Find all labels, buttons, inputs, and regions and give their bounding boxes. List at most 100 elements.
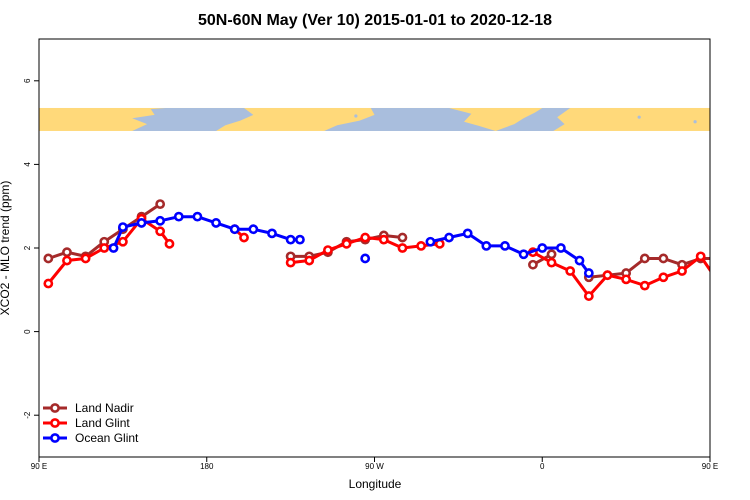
map-band-lake-1 (369, 120, 373, 124)
series-1-point-0-3 (99, 243, 110, 253)
series-2-point-0-9 (267, 228, 277, 239)
series-2-point-2-0 (425, 236, 436, 247)
series-1-point-2-6 (397, 243, 408, 253)
series-1-point-0-7 (164, 238, 175, 249)
y-tick-label-4: 6 (23, 78, 32, 83)
series-2-point-0-0 (108, 243, 119, 253)
series-0-point-0-0 (43, 253, 54, 264)
series-1-point-0-2 (80, 253, 91, 264)
y-axis: -2 0 2 4 6 (23, 78, 39, 419)
series-1-point-3-8 (677, 266, 687, 276)
series-2 (108, 211, 594, 278)
series-1-point-3-7 (658, 272, 669, 283)
y-tick-label-2: 2 (23, 245, 32, 250)
series-2-point-0-2 (136, 218, 147, 228)
legend-marker-0 (50, 403, 60, 413)
series-0-point-2-0 (528, 259, 538, 270)
map-band-ocean-0 (132, 108, 254, 131)
series-1-point-2-5 (378, 234, 389, 245)
x-axis-label: Longitude (349, 477, 402, 491)
map-band-lake-3 (693, 120, 697, 124)
map-band-ocean-1 (324, 108, 496, 131)
series-1-point-0-0 (43, 278, 54, 289)
series-1-point-3-6 (639, 280, 650, 291)
x-tick-label-2: 90 W (365, 462, 384, 471)
series-2-point-2-1 (444, 232, 454, 243)
series-1-point-1-1 (239, 232, 249, 243)
legend-label-2: Ocean Glint (75, 431, 139, 445)
legend-marker-1 (50, 418, 60, 428)
series-0-point-0-1 (62, 247, 72, 258)
map-band-lake-2 (447, 117, 451, 122)
series-1-point-2-2 (323, 245, 333, 255)
series-2-point-0-8 (248, 224, 259, 235)
series-2-point-1-0 (360, 253, 371, 264)
series-2-point-2-7 (555, 243, 566, 253)
series-1-point-3-11 (734, 257, 741, 264)
series-2-point-0-3 (155, 215, 166, 226)
series-2-point-2-6 (537, 243, 548, 253)
series-layer (43, 199, 741, 301)
series-1-point-3-3 (583, 291, 594, 301)
series-2-point-0-10 (285, 234, 296, 245)
y-tick-label-0: -2 (23, 411, 32, 419)
series-1-point-3-10 (716, 280, 723, 287)
map-band (39, 107, 710, 131)
x-axis: 90 E 180 90 W 0 90 E (31, 457, 718, 471)
series-1-point-0-1 (62, 255, 72, 266)
y-tick-label-1: 0 (23, 329, 32, 334)
plot-frame (38, 38, 711, 458)
x-tick-label-1: 180 (200, 462, 214, 471)
x-tick-label-4: 90 E (702, 462, 718, 471)
series-1-line-3 (532, 250, 710, 298)
series-0-point-3-7 (716, 255, 723, 262)
series-2-point-2-4 (500, 241, 510, 251)
series-2-point-2-2 (462, 228, 473, 239)
series-2-point-0-1 (117, 222, 128, 232)
map-band-ocean-2 (495, 108, 571, 131)
series-0-point-3-8 (734, 249, 741, 256)
x-tick-label-3: 0 (540, 462, 545, 471)
series-0-point-3-4 (658, 253, 669, 264)
series-0-point-2-1 (546, 249, 557, 260)
series-1-point-0-6 (155, 226, 166, 237)
series-1-point-3-4 (602, 270, 613, 281)
series-1-point-2-4 (360, 232, 371, 243)
series-1-point-0-4 (117, 236, 128, 247)
series-2-point-0-4 (173, 211, 184, 222)
x-tick-label-0: 90 E (31, 462, 47, 471)
series-0-line-3 (588, 257, 710, 279)
series-0-point-0-6 (155, 199, 166, 210)
series-1-point-2-1 (304, 255, 315, 266)
series-0-point-1-6 (397, 232, 408, 243)
chart-title: 50N-60N May (Ver 10) 2015-01-01 to 2020-… (198, 12, 552, 29)
series-2-point-0-11 (295, 234, 305, 245)
map-band-lake-5 (234, 114, 239, 118)
series-1-point-3-2 (565, 266, 576, 276)
series-0-point-3-3 (639, 253, 650, 264)
series-2-point-2-8 (574, 255, 585, 266)
legend-label-1: Land Glint (75, 416, 130, 430)
series-1-point-3-9 (695, 251, 706, 262)
y-tick-label-3: 4 (23, 162, 32, 167)
series-1-point-2-0 (285, 257, 296, 268)
series-0 (43, 199, 741, 283)
map-band-lake-4 (637, 115, 641, 119)
series-1-point-3-5 (621, 274, 632, 285)
series-2-point-0-5 (192, 211, 203, 222)
series-2-point-2-5 (518, 249, 529, 260)
series-2-point-0-6 (211, 218, 221, 228)
series-2-point-2-9 (583, 268, 594, 278)
legend-marker-2 (50, 433, 60, 443)
legend-label-0: Land Nadir (75, 401, 134, 415)
series-1 (43, 213, 741, 301)
y-axis-label: XCO2 - MLO trend (ppm) (0, 181, 12, 316)
series-1-point-3-1 (546, 257, 557, 268)
series-1-point-2-3 (341, 238, 352, 249)
series-2-point-2-3 (481, 241, 492, 251)
series-2-point-0-7 (229, 224, 240, 235)
map-band-lake-0 (354, 114, 358, 118)
series-2-line-2 (430, 231, 591, 274)
